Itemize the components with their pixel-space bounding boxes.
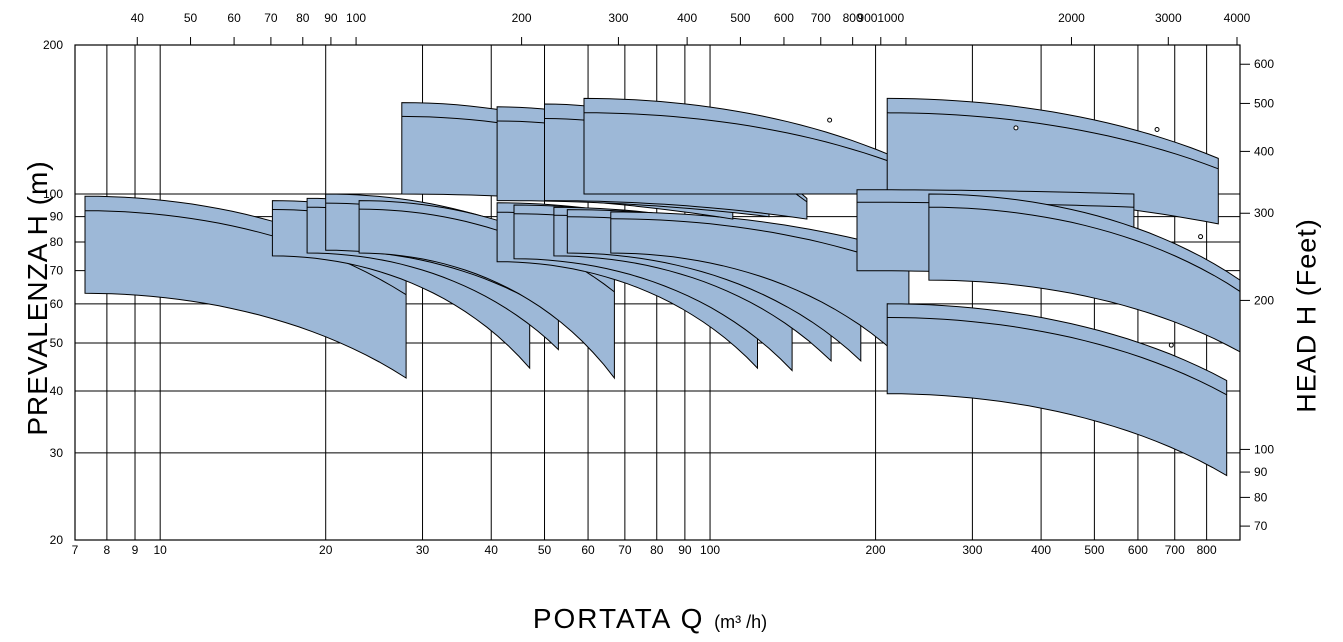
x-tick-label-top: 500 bbox=[730, 11, 750, 25]
y-tick-label-right: 400 bbox=[1254, 144, 1274, 158]
y-tick-label-left: 60 bbox=[50, 297, 64, 311]
x-tick-label-bottom: 60 bbox=[581, 543, 595, 557]
x-tick-label-top: 4000 bbox=[1224, 11, 1251, 25]
x-tick-label-top: 400 bbox=[677, 11, 697, 25]
y-tick-label-right: 80 bbox=[1254, 490, 1268, 504]
x-tick-label-top: 2000 bbox=[1058, 11, 1085, 25]
x-tick-label-bottom: 300 bbox=[962, 543, 982, 557]
best-efficiency-point bbox=[1168, 342, 1174, 348]
x-tick-label-bottom: 9 bbox=[132, 543, 139, 557]
x-tick-label-top: 9001000 bbox=[857, 11, 904, 25]
x-tick-label-top: 800 bbox=[843, 11, 863, 25]
x-tick-label-top: 60 bbox=[227, 11, 241, 25]
y-axis-label-left: PREVALENZA H (m) bbox=[22, 160, 53, 436]
y-tick-label-left: 90 bbox=[50, 210, 64, 224]
y-tick-label-right: 300 bbox=[1254, 206, 1274, 220]
y-tick-label-left: 20 bbox=[50, 533, 64, 547]
plot-border bbox=[74, 44, 1241, 541]
best-efficiency-point bbox=[1013, 125, 1019, 131]
pump-curve-areas bbox=[84, 97, 1241, 477]
x-tick-label-top: 600 bbox=[774, 11, 794, 25]
x-axis-label: PORTATA Q (m³ /h) bbox=[400, 603, 900, 635]
x-tick-label-bottom: 100 bbox=[700, 543, 720, 557]
x-tick-label-top: 70 bbox=[264, 11, 278, 25]
y-tick-label-left: 50 bbox=[50, 336, 64, 350]
x-tick-label-top: 100 bbox=[346, 11, 366, 25]
x-tick-label-bottom: 70 bbox=[618, 543, 632, 557]
pump-curve-area bbox=[886, 303, 1228, 477]
x-tick-label-top: 80 bbox=[296, 11, 310, 25]
x-tick-label-top: 40 bbox=[131, 11, 145, 25]
x-tick-label-bottom: 600 bbox=[1128, 543, 1148, 557]
y-tick-label-left: 30 bbox=[50, 446, 64, 460]
best-efficiency-point bbox=[1198, 234, 1204, 240]
y-tick-label-right: 90 bbox=[1254, 465, 1268, 479]
y-tick-label-right: 200 bbox=[1254, 293, 1274, 307]
pump-curve-line bbox=[584, 112, 890, 162]
y-tick-label-right: 100 bbox=[1254, 442, 1274, 456]
y-tick-label-left: 40 bbox=[50, 384, 64, 398]
x-tick-label-top: 3000 bbox=[1155, 11, 1182, 25]
axis-ticks: 7 8 9 10 20 30 40 50 60 70 80 90 100 200 300 400 500 600 7… bbox=[43, 11, 1274, 557]
x-tick-label-bottom: 400 bbox=[1031, 543, 1051, 557]
best-efficiency-point bbox=[1154, 126, 1160, 132]
y-axis-label-right: HEAD H (Feet) bbox=[1291, 218, 1322, 413]
y-tick-label-left: 200 bbox=[43, 38, 63, 52]
x-tick-label-bottom: 800 bbox=[1197, 543, 1217, 557]
pump-curve-line bbox=[928, 206, 1241, 292]
x-tick-label-bottom: 40 bbox=[485, 543, 499, 557]
x-tick-label-top: 700 bbox=[811, 11, 831, 25]
y-tick-label-left: 70 bbox=[50, 264, 64, 278]
x-tick-label-top: 200 bbox=[512, 11, 532, 25]
x-tick-label-bottom: 90 bbox=[678, 543, 692, 557]
x-tick-label-top: 90 bbox=[324, 11, 338, 25]
pump-curve-line bbox=[887, 112, 1219, 170]
y-tick-label-right: 500 bbox=[1254, 96, 1274, 110]
x-tick-label-bottom: 7 bbox=[72, 543, 79, 557]
y-tick-label-left: 80 bbox=[50, 235, 64, 249]
x-tick-label-bottom: 500 bbox=[1084, 543, 1104, 557]
x-tick-label-top: 300 bbox=[608, 11, 628, 25]
pump-curve-line bbox=[84, 210, 407, 296]
x-axis-unit: (m³ /h) bbox=[714, 612, 768, 632]
best-efficiency-point bbox=[827, 117, 833, 123]
x-tick-label-bottom: 80 bbox=[650, 543, 664, 557]
pump-curve-area bbox=[583, 97, 890, 195]
x-axis-title: PORTATA Q bbox=[532, 603, 705, 634]
y-tick-label-left: 100 bbox=[43, 187, 63, 201]
x-tick-label-bottom: 700 bbox=[1165, 543, 1185, 557]
x-tick-label-bottom: 30 bbox=[416, 543, 430, 557]
x-tick-label-bottom: 8 bbox=[104, 543, 111, 557]
y-tick-label-right: 600 bbox=[1254, 57, 1274, 71]
x-tick-label-top: 50 bbox=[184, 11, 198, 25]
x-tick-label-bottom: 20 bbox=[319, 543, 333, 557]
pump-curve-line bbox=[887, 317, 1227, 396]
y-tick-label-right: 70 bbox=[1254, 519, 1268, 533]
x-tick-label-bottom: 50 bbox=[538, 543, 552, 557]
x-tick-label-bottom: 200 bbox=[866, 543, 886, 557]
plot-frame bbox=[74, 44, 1241, 541]
x-tick-label-bottom: 10 bbox=[153, 543, 167, 557]
